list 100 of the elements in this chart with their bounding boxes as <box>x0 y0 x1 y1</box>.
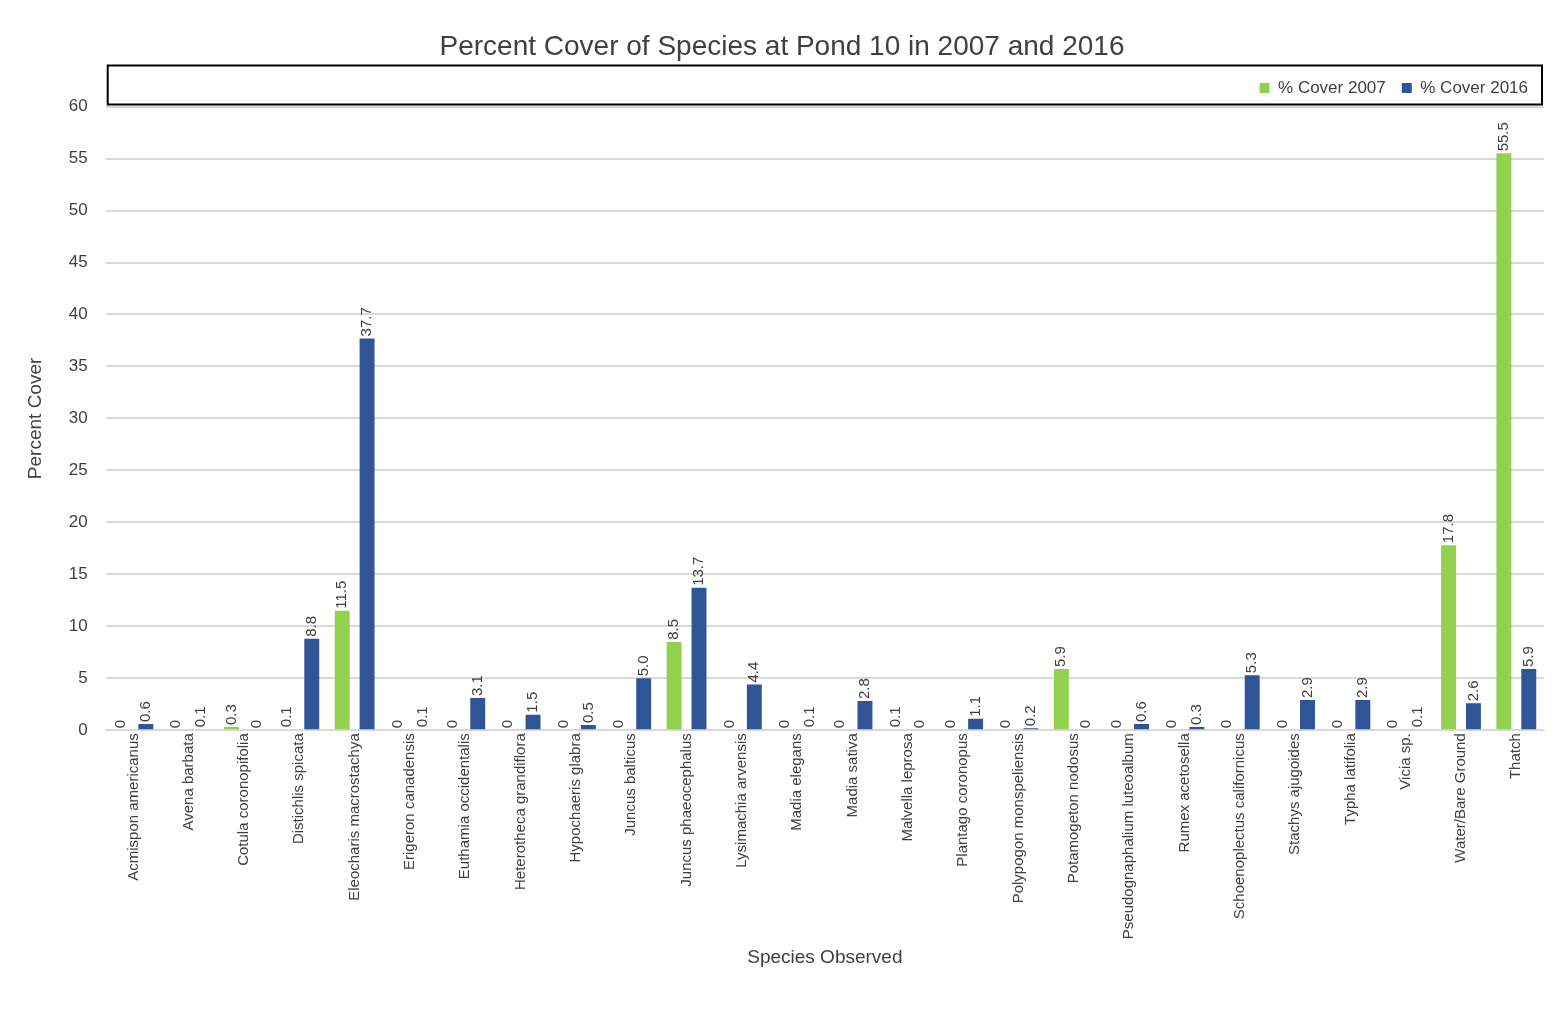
data-label: 5.0 <box>633 655 651 677</box>
bar <box>968 718 984 730</box>
data-label: 0 <box>1328 719 1346 729</box>
data-label: 8.8 <box>301 615 319 637</box>
x-tick-label: Eleocharis macrostachya <box>344 732 362 901</box>
x-tick-label: Water/Bare Ground <box>1451 733 1469 863</box>
data-label: 0 <box>1162 719 1180 729</box>
data-label: 0 <box>774 719 792 729</box>
data-label: 5.3 <box>1242 652 1260 674</box>
data-label: 0 <box>442 719 460 729</box>
data-label: 5.9 <box>1518 646 1536 667</box>
data-label: 0 <box>1383 719 1401 729</box>
legend-label: % Cover 2007 <box>1278 77 1386 97</box>
x-tick-label: Vicia sp. <box>1395 733 1413 790</box>
data-label: 0 <box>553 719 571 729</box>
data-label: 0 <box>111 719 129 729</box>
x-tick-label: Pseudognaphalium luteoalbum <box>1119 733 1137 940</box>
y-tick-label: 30 <box>68 408 88 428</box>
bar <box>525 714 541 730</box>
y-tick-label: 0 <box>78 719 88 739</box>
bar <box>746 684 762 730</box>
bar <box>224 727 240 730</box>
bar <box>304 638 320 730</box>
x-tick-label: Juncus phaeocephalus <box>676 733 694 887</box>
bar <box>1053 668 1069 730</box>
bar <box>1300 700 1315 730</box>
data-label: 11.5 <box>332 580 350 609</box>
data-label: 17.8 <box>1438 514 1456 544</box>
data-label: 2.9 <box>1297 677 1315 699</box>
bar <box>580 725 596 730</box>
data-label: 5.9 <box>1051 646 1069 667</box>
bar <box>138 723 154 730</box>
data-label: 55.5 <box>1494 122 1512 152</box>
y-axis-title: Percent Cover <box>23 357 45 480</box>
bar <box>1521 668 1537 730</box>
data-label: 0.3 <box>1187 704 1205 726</box>
bar <box>359 338 375 730</box>
data-label: 0 <box>1106 719 1124 729</box>
data-label: 0 <box>719 719 737 729</box>
x-tick-label: Erigeron canadensis <box>400 733 418 870</box>
data-label: 4.4 <box>744 661 762 683</box>
data-label: 0.1 <box>277 706 295 728</box>
data-label: 13.7 <box>689 556 707 586</box>
bar <box>470 698 486 730</box>
x-tick-label: Polypogon monspeliensis <box>1008 733 1026 904</box>
y-tick-label: 45 <box>68 252 88 272</box>
bar <box>636 678 652 730</box>
chart-title: Percent Cover of Species at Pond 10 in 2007 and 2016 <box>439 29 1125 61</box>
data-label: 0.2 <box>1021 705 1039 727</box>
bar <box>1441 545 1457 730</box>
bar <box>666 641 682 730</box>
legend-label: % Cover 2016 <box>1420 77 1529 97</box>
x-tick-label: Acmispon americanus <box>123 733 141 881</box>
x-axis-title: Species Observed <box>747 945 903 967</box>
x-tick-label: Heterotheca grandiflora <box>510 732 528 890</box>
data-label: 0.1 <box>1408 706 1426 728</box>
data-label: 0 <box>608 719 626 729</box>
data-label: 0.1 <box>191 706 209 728</box>
bar <box>1466 703 1481 730</box>
bar <box>334 610 350 730</box>
data-label: 0.6 <box>135 701 153 722</box>
data-label: 2.8 <box>855 678 873 700</box>
y-tick-label: 40 <box>68 304 88 324</box>
data-label: 2.9 <box>1352 677 1370 699</box>
x-tick-label: Cotula coronopifolia <box>234 732 252 866</box>
x-tick-label: Avena barbata <box>178 732 196 831</box>
y-tick-label: 5 <box>78 667 88 687</box>
data-label: 0 <box>940 719 958 729</box>
bar <box>1244 675 1260 730</box>
y-tick-label: 15 <box>68 564 88 583</box>
data-label: 37.7 <box>357 307 375 337</box>
data-label: 1.1 <box>965 695 983 717</box>
data-label: 0 <box>1272 719 1290 729</box>
x-tick-label: Madia elegans <box>787 733 805 831</box>
y-tick-label: 60 <box>68 96 88 116</box>
data-label: 0.5 <box>578 702 596 724</box>
data-label: 0 <box>387 719 405 729</box>
x-tick-label: Lysimachia arvensis <box>732 733 750 868</box>
data-label: 0 <box>830 719 848 729</box>
data-label: 2.6 <box>1463 680 1481 702</box>
x-tick-label: Stachys ajugoides <box>1285 733 1303 855</box>
data-label: 0 <box>166 719 184 729</box>
data-label: 0.1 <box>799 706 817 728</box>
y-tick-label: 10 <box>68 615 88 635</box>
data-label: 0 <box>498 719 516 729</box>
x-tick-label: Distichlis spicata <box>289 732 307 845</box>
bar <box>1496 153 1512 730</box>
x-tick-label: Rumex acetosella <box>1174 732 1192 853</box>
data-label: 0.3 <box>221 704 239 726</box>
x-tick-label: Typha latifolia <box>1340 732 1358 825</box>
y-tick-label: 20 <box>68 512 88 532</box>
x-tick-label: Plantago coronopus <box>953 733 971 867</box>
data-label: 1.5 <box>523 691 541 713</box>
data-label: 3.1 <box>467 675 485 696</box>
data-label: 0 <box>996 719 1014 729</box>
x-tick-label: Schoenoplectus californicus <box>1229 733 1247 920</box>
x-tick-label: Hypochaeris glabra <box>566 732 584 863</box>
bar <box>857 701 873 730</box>
data-label: 8.5 <box>664 619 682 640</box>
data-label: 0.1 <box>885 706 903 728</box>
